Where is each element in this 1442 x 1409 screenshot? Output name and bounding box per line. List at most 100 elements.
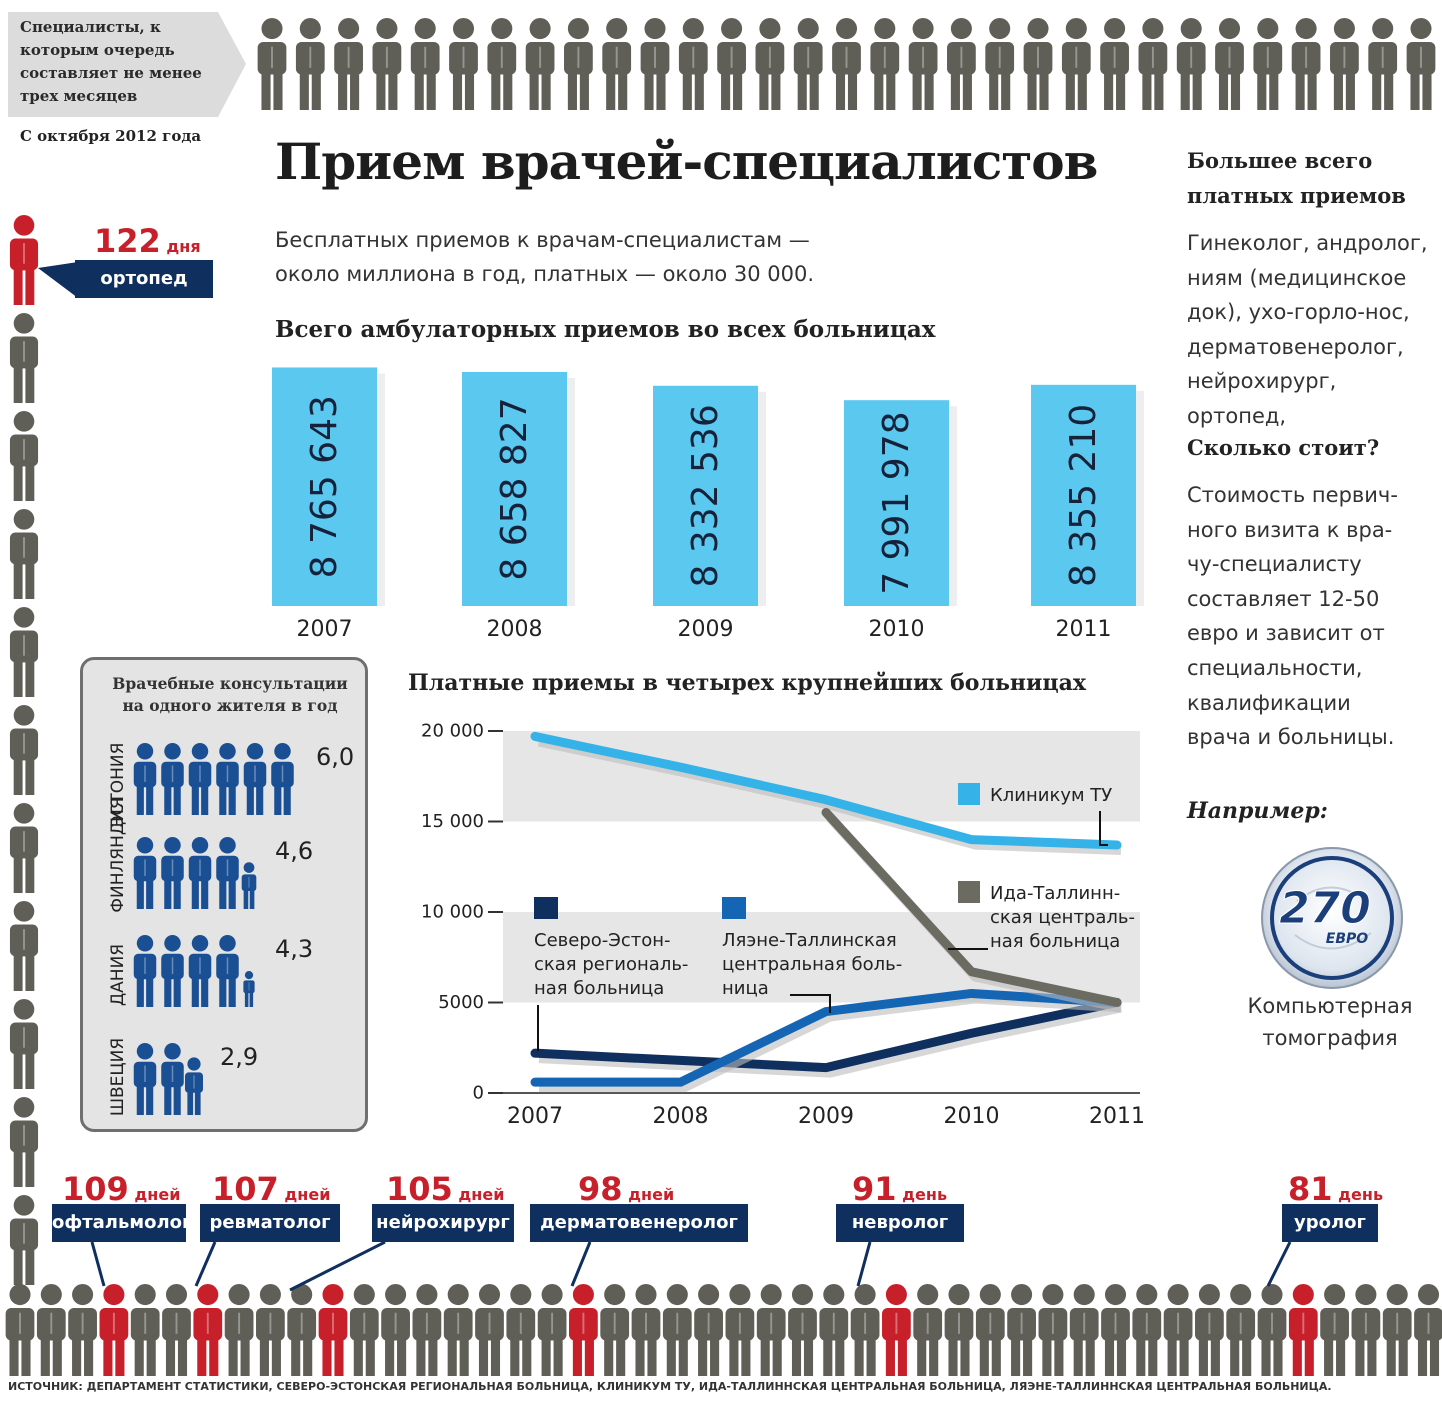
legend-label-ida: Ида-Таллинн- <box>990 883 1120 904</box>
person-icon <box>9 509 39 599</box>
person-icon <box>1007 1284 1036 1376</box>
person-icon <box>68 1284 97 1376</box>
person-icon-highlighted <box>318 1284 348 1376</box>
consultation-value: 2,9 <box>220 1043 258 1071</box>
person-icon-highlighted <box>9 215 39 305</box>
consultation-person-icon <box>243 743 267 815</box>
person-icon <box>224 1284 254 1376</box>
person-icon <box>756 1284 786 1376</box>
coin-value: 270 <box>1279 883 1371 934</box>
bar-2007 <box>272 367 377 606</box>
wait-days-value: 109 <box>62 1170 129 1208</box>
wait-days-value: 81 <box>1288 1170 1333 1208</box>
person-icon <box>793 18 823 110</box>
most-paid-text: Гинеколог, андролог, ниям (медицинское д… <box>1187 226 1442 434</box>
bar-chart-title: Всего амбулаторных приемов во всех больн… <box>275 316 936 343</box>
cost-line: чу-специалисту <box>1187 552 1362 577</box>
person-icon <box>1176 18 1206 110</box>
specialist-tag-orthopedist: ортопед <box>75 260 213 298</box>
y-tick-label: 0 <box>473 1083 484 1104</box>
person-icon <box>537 1284 567 1376</box>
person-icon <box>9 705 39 795</box>
person-icon <box>1320 1284 1349 1376</box>
person-icon <box>600 1284 630 1376</box>
consultation-person-icon <box>133 1043 157 1115</box>
legend-swatch-west-tallinn <box>722 897 746 919</box>
person-icon <box>947 18 976 110</box>
line-north-estonia <box>530 998 1122 1073</box>
bar-value-label: 8 355 210 <box>1063 404 1104 587</box>
wait-days-rheumatologist: 107 дней <box>212 1170 330 1208</box>
person-icon <box>1291 18 1321 110</box>
consultation-person-icon <box>161 837 184 909</box>
example-heading: Например: <box>1187 798 1328 824</box>
person-icon <box>130 1284 160 1376</box>
person-icon <box>850 1284 880 1376</box>
specialist-tag-rheumatologist: ревматолог <box>200 1204 340 1242</box>
consultation-value: 4,3 <box>275 935 313 963</box>
person-icon <box>832 18 861 110</box>
most-paid-line: дерматовенеролог, <box>1187 334 1404 359</box>
person-icon <box>9 607 39 697</box>
specialist-tag-dermatovenereologist: дерматовенеролог <box>530 1204 748 1242</box>
person-icon <box>1138 18 1168 110</box>
legend-label-west-tallinn: Ляэне-Таллинская <box>722 930 897 951</box>
person-icon <box>349 1284 379 1376</box>
legend-label-west-tallinn: ница <box>722 978 769 999</box>
wait-days-value: 107 <box>212 1170 279 1208</box>
country-label: ДАНИЯ <box>108 944 128 1006</box>
line-ida-tallinn <box>821 807 1122 1007</box>
person-icon <box>1101 1284 1130 1376</box>
person-icon <box>1253 18 1283 110</box>
legend-pointer <box>790 994 831 1013</box>
person-icon <box>1414 1284 1442 1376</box>
most-paid-heading-1: Большее всего <box>1187 148 1373 173</box>
line-klinikum <box>530 731 1122 850</box>
person-icon <box>506 1284 536 1376</box>
country-label: ШВЕЦИЯ <box>108 1038 128 1116</box>
consultation-person-icon <box>133 837 157 909</box>
person-icon <box>1351 1284 1381 1376</box>
specialist-tag-neurosurgeon: нейрохирург <box>372 1204 514 1242</box>
consultation-person-icon <box>133 935 157 1007</box>
person-icon <box>162 1284 191 1376</box>
person-icon <box>334 18 363 110</box>
wait-days-value: 105 <box>386 1170 453 1208</box>
person-icon <box>717 18 746 110</box>
person-icon <box>694 1284 723 1376</box>
person-icon <box>913 1284 943 1376</box>
legend-label-klinikum: Клиникум ТУ <box>990 785 1112 806</box>
wait-days-value: 122 <box>94 222 161 260</box>
person-icon <box>1061 18 1091 110</box>
wait-days-unit: дней <box>628 1185 675 1204</box>
bar-value-label: 7 991 978 <box>876 411 917 594</box>
specialist-tag-ophthalmologist: офтальмолог <box>52 1204 191 1242</box>
legend-swatch-ida <box>958 881 980 903</box>
ct-label-1: Компьютерная <box>1247 994 1413 1018</box>
most-paid-heading-2: платных приемов <box>1187 183 1406 208</box>
consultation-person-icon <box>216 935 239 1007</box>
legend-label-west-tallinn: центральная боль- <box>722 954 902 975</box>
cost-line: составляет 12-50 <box>1187 586 1380 611</box>
person-icon-highlighted <box>882 1284 911 1376</box>
person-icon-highlighted <box>99 1284 129 1376</box>
coin-unit: ЕВРО <box>1326 931 1368 947</box>
bar-x-label: 2010 <box>869 617 925 642</box>
cost-heading: Сколько стоит? <box>1187 435 1380 460</box>
person-icon <box>1023 18 1053 110</box>
x-tick-label: 2007 <box>507 1104 563 1129</box>
person-icon <box>1069 1284 1099 1376</box>
wait-days-urologist: 81 день <box>1288 1170 1383 1208</box>
person-icon <box>487 18 517 110</box>
person-icon <box>1330 18 1359 110</box>
consultation-value: 4,6 <box>275 837 313 865</box>
legend-label-ida: ная больница <box>990 931 1120 952</box>
bar-2009 <box>653 385 758 606</box>
bar-chart: 8 765 643 2007 8 658 827 2008 8 332 536 2009 7… <box>272 367 1144 642</box>
person-icon <box>475 1284 504 1376</box>
y-tick-label: 20 000 <box>421 721 484 742</box>
person-icon <box>640 18 670 110</box>
person-icon <box>443 1284 473 1376</box>
wait-days-unit: день <box>1338 1185 1384 1204</box>
bar-2008 <box>462 371 567 606</box>
